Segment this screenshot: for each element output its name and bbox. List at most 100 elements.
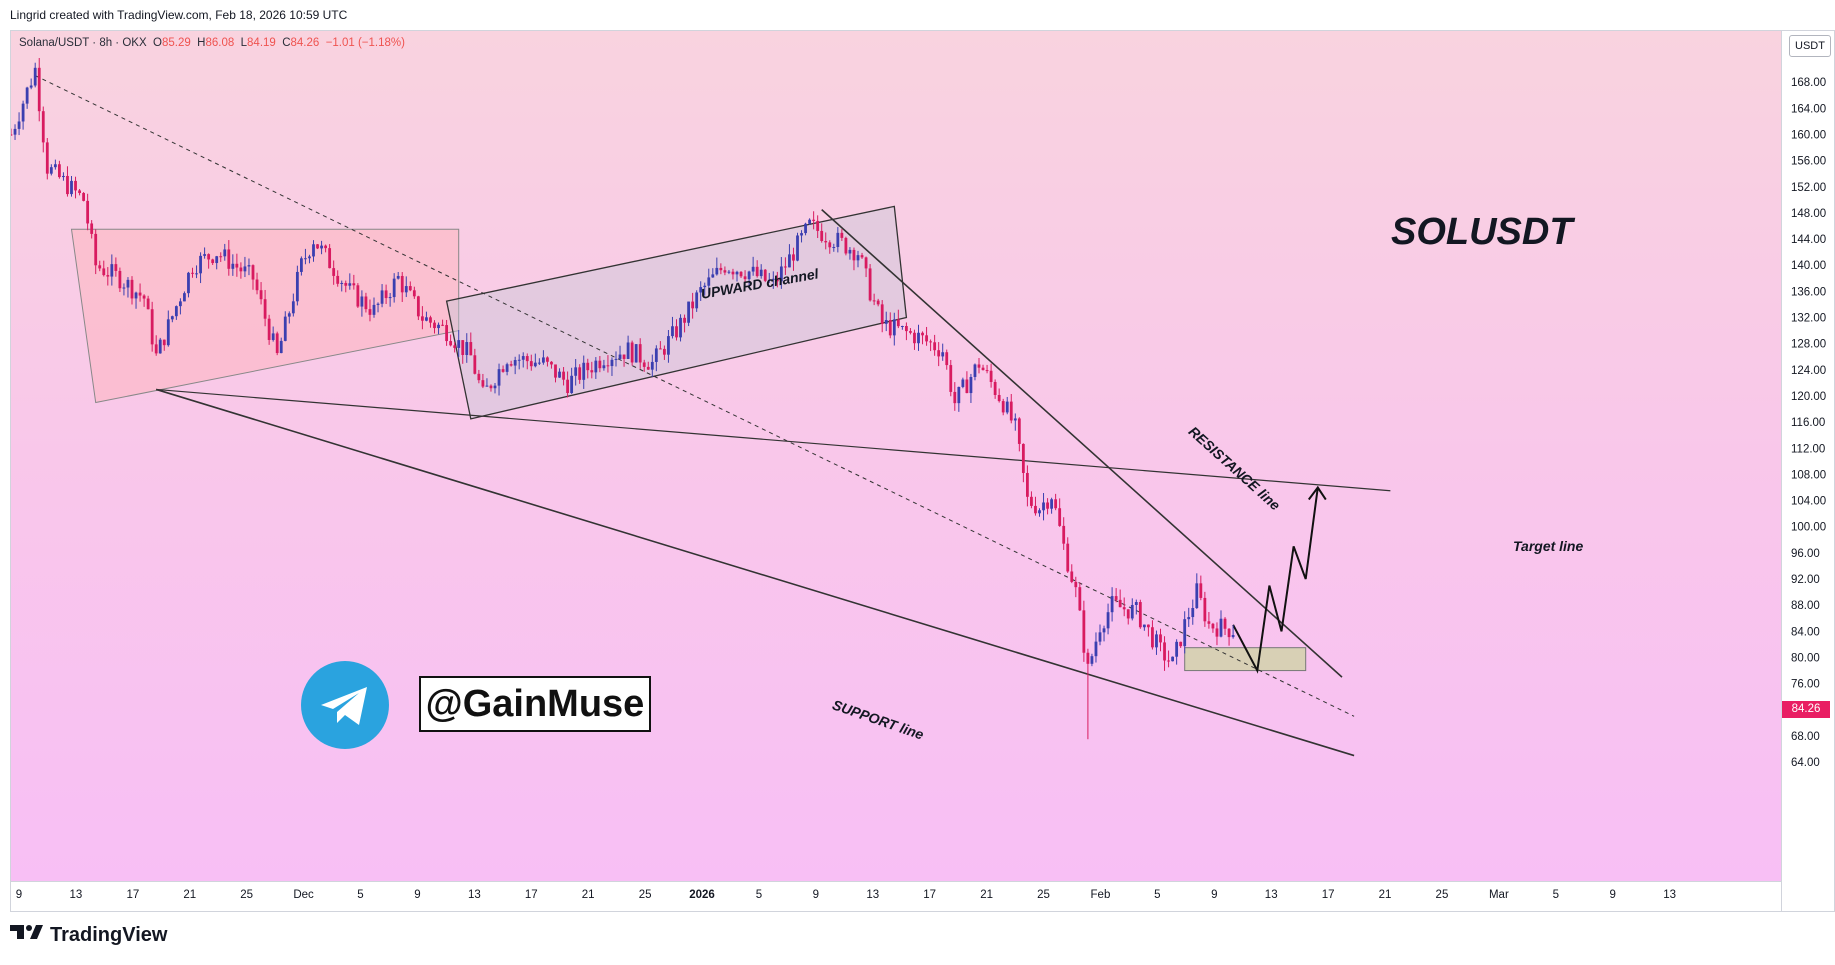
candle-body xyxy=(493,385,497,389)
chart-frame[interactable]: 168.00 164.00 160.00 156.00 152.00 148.00 144.… xyxy=(10,30,1835,912)
candle-body xyxy=(691,301,695,309)
telegram-icon xyxy=(301,661,389,749)
time-tick-label: 13 xyxy=(468,889,481,901)
candle-body xyxy=(981,367,985,371)
candle-body xyxy=(501,369,505,372)
candle-body xyxy=(654,348,658,362)
candle-body xyxy=(1199,583,1203,598)
candle-body xyxy=(626,342,630,359)
candle-body xyxy=(207,254,211,260)
candle-body xyxy=(796,235,799,261)
candle-body xyxy=(1187,617,1191,620)
time-tick-label: 9 xyxy=(1610,889,1616,901)
candle-body xyxy=(582,362,586,380)
candle-body xyxy=(102,268,106,276)
candle-body xyxy=(546,357,549,362)
legend-symbol: Solana/USDT · 8h · OKX xyxy=(19,37,147,49)
price-tick-label: 164.00 xyxy=(1791,103,1826,115)
candle-body xyxy=(416,296,420,317)
candle-body xyxy=(663,348,666,355)
price-tick-label: 136.00 xyxy=(1791,286,1826,298)
candle-body xyxy=(312,244,315,257)
candle-body xyxy=(485,385,489,387)
candle-body xyxy=(905,325,908,332)
candle-body xyxy=(174,306,178,317)
candle-body xyxy=(396,275,400,279)
candle-body xyxy=(195,273,198,275)
candle-body xyxy=(37,67,41,112)
candle-body xyxy=(1159,634,1162,643)
candle-body xyxy=(1138,602,1142,628)
candle-body xyxy=(320,245,323,249)
candle-body xyxy=(941,352,945,357)
candle-body xyxy=(1207,621,1211,624)
resistance-line xyxy=(821,209,1343,678)
candle-body xyxy=(739,271,743,277)
candle-body xyxy=(513,360,517,366)
price-tick-label: 148.00 xyxy=(1791,208,1826,220)
price-tick-label: 156.00 xyxy=(1791,156,1826,168)
candle-body xyxy=(400,275,404,293)
candle-body xyxy=(1070,571,1074,582)
chart-canvas[interactable]: 168.00 164.00 160.00 156.00 152.00 148.00 144.… xyxy=(11,31,1835,912)
time-tick-label: 25 xyxy=(639,889,652,901)
time-tick-label: 13 xyxy=(1663,889,1676,901)
candle-body xyxy=(667,336,670,355)
candle-body xyxy=(1219,618,1223,637)
candle-body xyxy=(517,359,521,361)
candle-body xyxy=(211,259,215,264)
price-tick-label: 144.00 xyxy=(1791,234,1826,246)
candle-body xyxy=(497,369,501,386)
target-line xyxy=(156,388,1391,492)
candle-body xyxy=(1106,612,1110,629)
candle-body xyxy=(295,271,299,302)
candle-body xyxy=(1102,628,1106,633)
last-price-tag: 84.26 xyxy=(1782,701,1830,718)
currency-selector[interactable]: USDT xyxy=(1789,35,1831,57)
candle-body xyxy=(412,290,416,297)
candle-body xyxy=(166,319,170,346)
plot-area[interactable] xyxy=(11,31,1781,881)
legend-high-label: H xyxy=(197,37,206,49)
candle-body xyxy=(465,342,469,355)
candle-body xyxy=(715,267,719,275)
candle-body xyxy=(437,324,440,329)
candle-body xyxy=(1231,635,1235,638)
time-tick-label: 2026 xyxy=(689,889,715,901)
candle-body xyxy=(509,364,513,366)
candle-body xyxy=(1227,628,1231,638)
candle-body xyxy=(723,270,727,273)
candle-body xyxy=(425,317,428,321)
candle-body xyxy=(864,257,868,269)
price-tick-label: 128.00 xyxy=(1791,339,1826,351)
tradingview-logo-icon xyxy=(10,923,44,947)
candle-body xyxy=(300,258,303,272)
time-tick-label: 9 xyxy=(16,889,22,901)
candle-body xyxy=(1042,502,1045,511)
candle-body xyxy=(231,263,235,269)
candle-body xyxy=(542,357,545,363)
candle-body xyxy=(1001,401,1005,413)
legend-open-label: O xyxy=(153,37,162,49)
candle-body xyxy=(618,354,622,359)
upward-channel xyxy=(445,205,908,420)
price-tick-label: 124.00 xyxy=(1791,365,1826,377)
candle-body xyxy=(1066,543,1070,572)
candle-body xyxy=(388,297,392,299)
price-tick-label: 132.00 xyxy=(1791,313,1826,325)
candle-body xyxy=(953,391,957,404)
time-axis[interactable] xyxy=(11,881,1781,911)
candle-body xyxy=(445,325,448,342)
time-tick-label: 13 xyxy=(1265,889,1278,901)
candle-body xyxy=(800,233,803,236)
candle-body xyxy=(223,249,227,257)
candle-body xyxy=(1005,401,1009,413)
candle-body xyxy=(404,286,408,293)
candle-body xyxy=(251,265,255,280)
candle-body xyxy=(368,309,372,315)
candle-body xyxy=(1038,510,1041,514)
price-axis[interactable] xyxy=(1781,31,1834,911)
time-tick-label: 5 xyxy=(1553,889,1559,901)
candle-body xyxy=(98,265,102,269)
candle-body xyxy=(989,370,993,382)
